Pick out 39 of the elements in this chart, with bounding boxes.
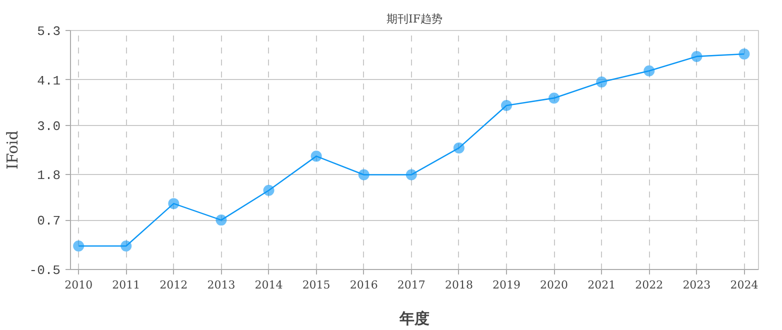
point: [406, 169, 417, 180]
point: [501, 100, 512, 111]
point: [263, 184, 274, 196]
y-tick-label: 3.0: [37, 118, 60, 134]
y-axis-title: IFoid: [3, 130, 22, 170]
point: [738, 48, 750, 60]
x-tick-label: 2017: [397, 278, 426, 292]
point: [73, 240, 84, 252]
y-tick-label: 0.7: [37, 214, 60, 229]
x-tick-label: 2022: [635, 278, 664, 292]
y-tick-label: -0.5: [29, 263, 61, 278]
x-tick-label: 2023: [682, 278, 711, 292]
point: [644, 65, 655, 76]
x-tick-label: 2020: [540, 278, 568, 292]
point: [120, 240, 132, 252]
point: [596, 76, 608, 88]
x-tick-label: 2019: [492, 278, 521, 292]
y-tick-label: 4.1: [37, 73, 61, 88]
point: [358, 169, 370, 180]
x-tick-label: 2012: [160, 278, 188, 292]
x-tick-label: 2014: [254, 278, 283, 292]
y-tick-label: 5.3: [37, 24, 60, 39]
x-tick-label: 2016: [350, 278, 378, 292]
y-tick-label: 1.8: [37, 168, 60, 184]
point: [310, 150, 322, 162]
chart-title: 期刊IF趋势: [386, 12, 442, 26]
x-tick-label: 2013: [207, 278, 236, 292]
x-tick-label: 2021: [588, 278, 616, 292]
x-axis-title: 年度: [398, 310, 430, 328]
x-tick-label: 2015: [302, 278, 330, 292]
point: [168, 198, 180, 210]
x-tick-label: 2018: [444, 278, 473, 292]
x-tick-label: 2010: [64, 278, 93, 292]
point: [216, 214, 227, 226]
x-tick-label: 2011: [112, 278, 140, 292]
point: [691, 50, 702, 62]
point: [548, 92, 560, 104]
point: [453, 142, 464, 154]
x-tick-label: 2024: [730, 278, 758, 292]
